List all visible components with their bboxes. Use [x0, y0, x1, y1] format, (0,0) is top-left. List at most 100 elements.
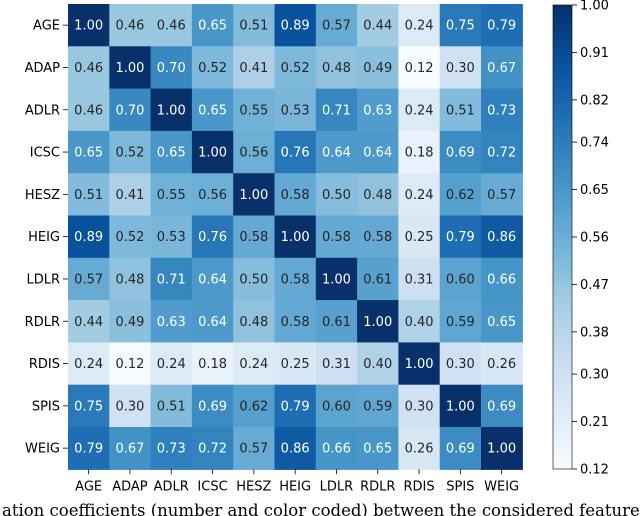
cell-value-label: 0.24 — [405, 188, 434, 203]
cell-value-label: 0.57 — [74, 272, 103, 287]
heatmap-cells — [68, 4, 523, 470]
column-tick-label: HEIG — [279, 479, 311, 494]
heatmap-cell — [233, 88, 276, 132]
cell-value-label: 0.56 — [198, 188, 227, 203]
cell-value-label: 0.30 — [115, 399, 144, 414]
heatmap-cell — [150, 384, 193, 428]
heatmap-cell — [398, 300, 441, 343]
cell-value-label: 0.89 — [281, 19, 310, 34]
cell-value-label: 0.65 — [487, 315, 516, 330]
cell-value-label: 0.52 — [115, 230, 144, 245]
heatmap-cell — [150, 88, 193, 132]
heatmap-cell — [68, 46, 110, 90]
heatmap-cell — [439, 173, 482, 217]
cell-value-label: 0.48 — [115, 272, 144, 287]
cell-value-label: 0.61 — [322, 315, 351, 330]
heatmap-cell — [150, 300, 193, 343]
cell-value-label: 0.62 — [446, 188, 475, 203]
heatmap-cell — [398, 215, 441, 259]
cell-value-label: 0.60 — [322, 399, 351, 414]
cell-value-label: 0.89 — [74, 230, 103, 245]
cell-value-label: 0.79 — [74, 442, 103, 457]
heatmap-cell — [109, 173, 152, 217]
cell-value-label: 0.73 — [157, 442, 186, 457]
heatmap-cell — [357, 257, 399, 301]
heatmap-cell — [150, 4, 193, 47]
colorbar-tick-label: 0.30 — [580, 368, 609, 383]
cell-value-label: 0.53 — [157, 230, 186, 245]
cell-value-label: 0.69 — [446, 442, 475, 457]
cell-value-label: 0.18 — [198, 357, 227, 372]
heatmap-cell — [481, 384, 523, 428]
cell-value-label: 0.24 — [405, 19, 434, 34]
heatmap-cell — [109, 342, 152, 386]
row-tick-label: RDLR — [25, 315, 60, 330]
heatmap-cell — [481, 342, 523, 386]
cell-value-label: 0.75 — [74, 399, 103, 414]
row-tick-label: WEIG — [25, 442, 60, 457]
heatmap-cell — [398, 257, 441, 301]
heatmap-cell — [233, 130, 276, 174]
heatmap-cell — [68, 215, 110, 259]
column-tick-label: WEIG — [484, 479, 519, 494]
heatmap-cell — [439, 342, 482, 386]
cell-value-label: 0.58 — [239, 230, 268, 245]
cell-value-label: 0.65 — [363, 442, 392, 457]
cell-value-label: 0.72 — [198, 442, 227, 457]
heatmap-cell — [274, 384, 317, 428]
cell-value-label: 0.49 — [363, 61, 392, 76]
cell-value-label: 0.46 — [74, 103, 103, 118]
heatmap-cell — [150, 173, 193, 217]
heatmap-cell — [398, 384, 441, 428]
row-tick-label: SPIS — [32, 399, 60, 414]
heatmap-cell — [315, 384, 358, 428]
heatmap-cell — [109, 88, 152, 132]
heatmap-value-labels: 1.00 0.46 0.46 0.65 0.51 0.89 0.57 0.44 0.24 0.75… — [74, 19, 516, 457]
cell-value-label: 0.24 — [74, 357, 103, 372]
cell-value-label: 0.50 — [322, 188, 351, 203]
cell-value-label: 0.18 — [405, 146, 434, 161]
heatmap-cell — [357, 173, 399, 217]
cell-value-label: 0.52 — [281, 61, 310, 76]
colorbar-tick-label: 0.74 — [580, 136, 609, 151]
cell-value-label: 1.00 — [405, 357, 434, 372]
cell-value-label: 0.62 — [239, 399, 268, 414]
cell-value-label: 0.73 — [487, 103, 516, 118]
heatmap-cell — [439, 427, 482, 470]
cell-value-label: 1.00 — [281, 230, 310, 245]
heatmap-cell — [439, 257, 482, 301]
heatmap-cell — [233, 46, 276, 90]
cell-value-label: 0.46 — [115, 19, 144, 34]
cell-value-label: 0.79 — [487, 19, 516, 34]
row-tick-label: ADLR — [25, 103, 60, 118]
column-tick-label: AGE — [75, 479, 102, 494]
cell-value-label: 0.25 — [281, 357, 310, 372]
cell-value-label: 0.59 — [446, 315, 475, 330]
heatmap-cell — [274, 4, 317, 47]
column-tick-label: RDIS — [403, 479, 434, 494]
correlation-heatmap: 1.00 0.46 0.46 0.65 0.51 0.89 0.57 0.44 0.24 0.75… — [25, 0, 609, 494]
heatmap-cell — [150, 215, 193, 259]
cell-value-label: 0.30 — [446, 357, 475, 372]
row-tick-label: ADAP — [25, 61, 61, 76]
heatmap-cell — [191, 342, 234, 386]
heatmap-cell — [233, 427, 276, 470]
cell-value-label: 0.31 — [322, 357, 351, 372]
row-tick-label: LDLR — [26, 272, 60, 287]
column-tick-label: ICSC — [197, 479, 227, 494]
heatmap-cell — [315, 130, 358, 174]
colorbar-tick-label: 0.12 — [580, 463, 609, 478]
heatmap-cell — [315, 215, 358, 259]
heatmap-cell — [481, 4, 523, 47]
cell-value-label: 0.64 — [198, 315, 227, 330]
heatmap-cell — [191, 88, 234, 132]
heatmap-cell — [191, 173, 234, 217]
figure-caption: ation coefficients (number and color cod… — [0, 494, 640, 516]
heatmap-cell — [191, 427, 234, 470]
cell-value-label: 0.76 — [198, 230, 227, 245]
cell-value-label: 0.41 — [115, 188, 144, 203]
heatmap-cell — [481, 257, 523, 301]
heatmap-cell — [315, 257, 358, 301]
heatmap-cell — [398, 4, 441, 47]
cell-value-label: 0.24 — [157, 357, 186, 372]
